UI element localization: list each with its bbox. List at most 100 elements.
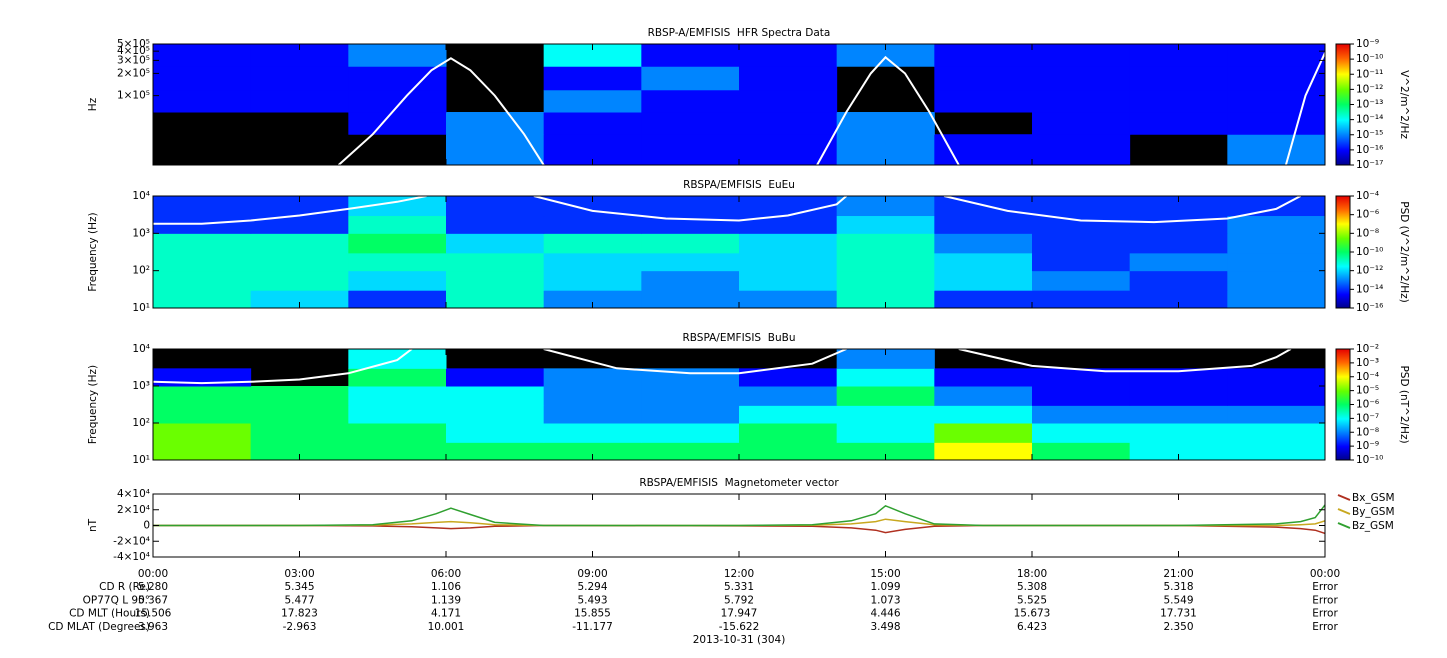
- heatmap-cell: [1227, 215, 1325, 234]
- colorbar-tick-label: 10⁻⁷: [1356, 412, 1379, 424]
- ephemeris-value: 4.446: [870, 608, 900, 620]
- colorbar-tick-label: 10⁻¹⁶: [1356, 302, 1383, 314]
- heatmap-cell: [446, 368, 545, 387]
- heatmap-cell: [446, 290, 545, 308]
- heatmap-cell: [934, 44, 1033, 67]
- heatmap-cell: [934, 423, 1033, 443]
- heatmap-cell: [348, 368, 447, 387]
- heatmap-cell: [153, 405, 252, 424]
- ephemeris-label: CD MLT (Hours): [69, 608, 150, 620]
- y-tick-label: 10³: [132, 380, 150, 392]
- heatmap-cell: [739, 270, 838, 291]
- y-tick-label: 10⁴: [132, 343, 150, 355]
- heatmap-cell: [836, 215, 935, 234]
- heatmap-cell: [348, 196, 447, 217]
- heatmap-cell: [836, 270, 935, 291]
- heatmap-cell: [250, 215, 349, 234]
- colorbar-tick-label: 10⁻⁹: [1356, 440, 1379, 452]
- heatmap-cell: [348, 386, 447, 406]
- heatmap-cell: [641, 270, 740, 291]
- heatmap-cell: [153, 89, 252, 113]
- panel-title: RBSPA/EMFISIS Magnetometer vector: [639, 477, 839, 489]
- y-tick-label: 10⁴: [132, 190, 150, 202]
- y-tick-label: 3×10⁵: [117, 54, 150, 66]
- heatmap-cell: [739, 196, 838, 217]
- heatmap-cell: [543, 290, 642, 308]
- x-tick-label: 03:00: [284, 568, 314, 580]
- heatmap-cell: [446, 134, 545, 165]
- ephemeris-value: -2.963: [283, 621, 317, 633]
- heatmap-cell: [446, 386, 545, 406]
- panel-title: RBSPA/EMFISIS BuBu: [682, 332, 795, 344]
- heatmap-cell: [1227, 270, 1325, 291]
- heatmap-cell: [1129, 66, 1228, 91]
- heatmap-cell: [153, 66, 252, 91]
- y-axis-label: Frequency (Hz): [87, 365, 99, 444]
- panel-title: RBSP-A/EMFISIS HFR Spectra Data: [648, 27, 831, 39]
- x-tick-label: 06:00: [431, 568, 461, 580]
- heatmap-cell: [446, 196, 545, 217]
- ephemeris-value: 5.367: [138, 594, 168, 606]
- heatmap-cell: [1032, 290, 1131, 308]
- heatmap-cell: [641, 442, 740, 460]
- heatmap-cell: [836, 442, 935, 460]
- heatmap-cell: [1032, 215, 1131, 234]
- heatmap-cell: [250, 252, 349, 272]
- ephemeris-value: 6.423: [1017, 621, 1047, 633]
- heatmap-cell: [836, 290, 935, 308]
- heatmap-cell: [641, 252, 740, 272]
- heatmap-cell: [543, 442, 642, 460]
- ephemeris-value: -11.177: [572, 621, 613, 633]
- colorbar-tick-label: 10⁻¹⁴: [1356, 114, 1383, 126]
- heatmap-cell: [641, 423, 740, 443]
- heatmap-cell: [836, 44, 935, 67]
- y-tick-label: 4×10⁵: [117, 45, 150, 57]
- heatmap-cell: [543, 386, 642, 406]
- heatmap-cell: [1227, 252, 1325, 272]
- heatmap-cell: [934, 66, 1033, 91]
- ephemeris-value: 5.493: [577, 594, 607, 606]
- heatmap-cell: [1129, 196, 1228, 217]
- heatmap-cell: [1227, 66, 1325, 91]
- heatmap-cell: [250, 66, 349, 91]
- heatmap-cell: [1032, 423, 1131, 443]
- heatmap-cell: [348, 44, 447, 67]
- ephemeris-value: 5.280: [138, 581, 168, 593]
- overlay-line: [153, 349, 1292, 385]
- heatmap-cell: [739, 112, 838, 135]
- heatmap-cell: [446, 233, 545, 254]
- ephemeris-value: 3.498: [870, 621, 900, 633]
- heatmap-cell: [1032, 134, 1131, 165]
- heatmap-cell: [641, 290, 740, 308]
- colorbar-tick-label: 10⁻⁶: [1356, 209, 1379, 221]
- colorbar-tick-label: 10⁻¹⁵: [1356, 129, 1383, 141]
- colorbar-tick-label: 10⁻¹²: [1356, 83, 1383, 95]
- heatmap-cell: [641, 233, 740, 254]
- heatmap-cell: [1032, 196, 1131, 217]
- heatmap-cell: [1129, 44, 1228, 67]
- heatmap-cell: [543, 215, 642, 234]
- heatmap-cell: [250, 405, 349, 424]
- heatmap-cell: [934, 89, 1033, 113]
- y-tick-label: 0: [143, 520, 150, 532]
- heatmap-cell: [543, 270, 642, 291]
- y-tick-label: 10²: [132, 265, 150, 277]
- heatmap-cell: [543, 405, 642, 424]
- heatmap-cell: [1227, 405, 1325, 424]
- colorbar-tick-label: 10⁻⁸: [1356, 227, 1379, 239]
- ephemeris-label: OP77Q L 90°: [83, 594, 150, 606]
- heatmap-cell: [348, 290, 447, 308]
- x-tick-label: 09:00: [577, 568, 607, 580]
- colorbar-tick-label: 10⁻¹⁴: [1356, 283, 1383, 295]
- heatmap-cell: [153, 196, 252, 217]
- heatmap-cell: [250, 270, 349, 291]
- ephemeris-value: 15.506: [135, 608, 172, 620]
- overlay-line: [153, 196, 1302, 225]
- heatmap-cell: [836, 423, 935, 443]
- heatmap-cell: [348, 233, 447, 254]
- heatmap-cell: [250, 44, 349, 67]
- heatmap-cell: [348, 252, 447, 272]
- colorbar: [1335, 348, 1351, 461]
- ephemeris-value: 3.963: [138, 621, 168, 633]
- heatmap-cell: [739, 233, 838, 254]
